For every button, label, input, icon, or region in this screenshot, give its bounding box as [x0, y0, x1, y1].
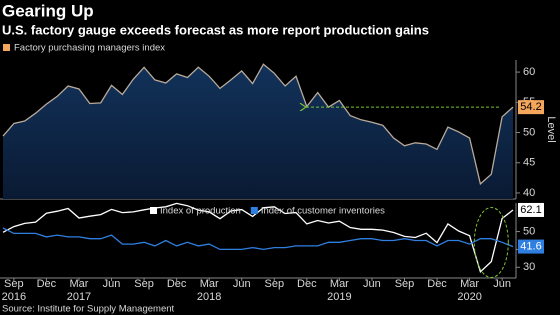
area	[3, 64, 513, 199]
legend-label: Factory purchasing managers index	[14, 43, 165, 54]
value-label: 41.6	[520, 240, 541, 252]
x-tick-label: Mar	[330, 278, 349, 290]
x-year-label: 2018	[197, 291, 221, 303]
legend-swatch	[150, 207, 157, 214]
x-tick-label: Mar	[200, 278, 219, 290]
x-tick-label: Jun	[493, 278, 511, 290]
x-tick-label: Dec	[167, 278, 187, 290]
x-tick-label: Mar	[69, 278, 88, 290]
x-tick-label: Sep	[395, 278, 415, 290]
source: Source: Institute for Supply Management	[2, 304, 175, 315]
area-line	[2, 63, 514, 186]
legend-swatch	[250, 207, 258, 214]
y-tick-label: 40	[523, 187, 535, 199]
line	[2, 227, 514, 251]
x-tick-label: Jun	[363, 278, 381, 290]
legend-label: Index of customer inventories	[261, 206, 385, 217]
y-axis-label: Level	[545, 116, 557, 142]
x-year-label: 2019	[327, 291, 351, 303]
y-tick-label: 50	[523, 225, 535, 237]
value-label: 54.2	[520, 101, 541, 113]
x-tick-label: Mar	[460, 278, 479, 290]
value-label-box	[518, 100, 544, 115]
value-label-box	[518, 239, 544, 254]
y-tick-label: 60	[523, 66, 535, 78]
x-tick-label: Jun	[103, 278, 121, 290]
legend-swatch	[3, 44, 10, 51]
x-tick-label: Sep	[264, 278, 284, 290]
chart-title: Gearing Up	[2, 1, 94, 20]
x-tick-label: Dec	[427, 278, 447, 290]
line	[2, 202, 514, 273]
value-label-box	[518, 202, 544, 217]
y-tick-label: 45	[523, 157, 535, 169]
chart-subtitle: U.S. factory gauge exceeds forecast as m…	[2, 22, 429, 37]
y-tick-label: 30	[523, 261, 535, 273]
x-tick-label: Dec	[297, 278, 317, 290]
value-label: 62.1	[520, 204, 541, 216]
x-tick-label: Sep	[4, 278, 24, 290]
x-year-label: 2016	[2, 291, 26, 303]
legend-label: Index of production	[160, 206, 241, 217]
x-tick-label: Jun	[233, 278, 251, 290]
x-tick-label: Sep	[134, 278, 154, 290]
x-tick-label: Dec	[37, 278, 57, 290]
x-year-label: 2020	[457, 291, 481, 303]
annotation-ellipse	[473, 207, 509, 278]
x-year-label: 2017	[67, 291, 91, 303]
y-tick-label: 50	[523, 126, 535, 138]
